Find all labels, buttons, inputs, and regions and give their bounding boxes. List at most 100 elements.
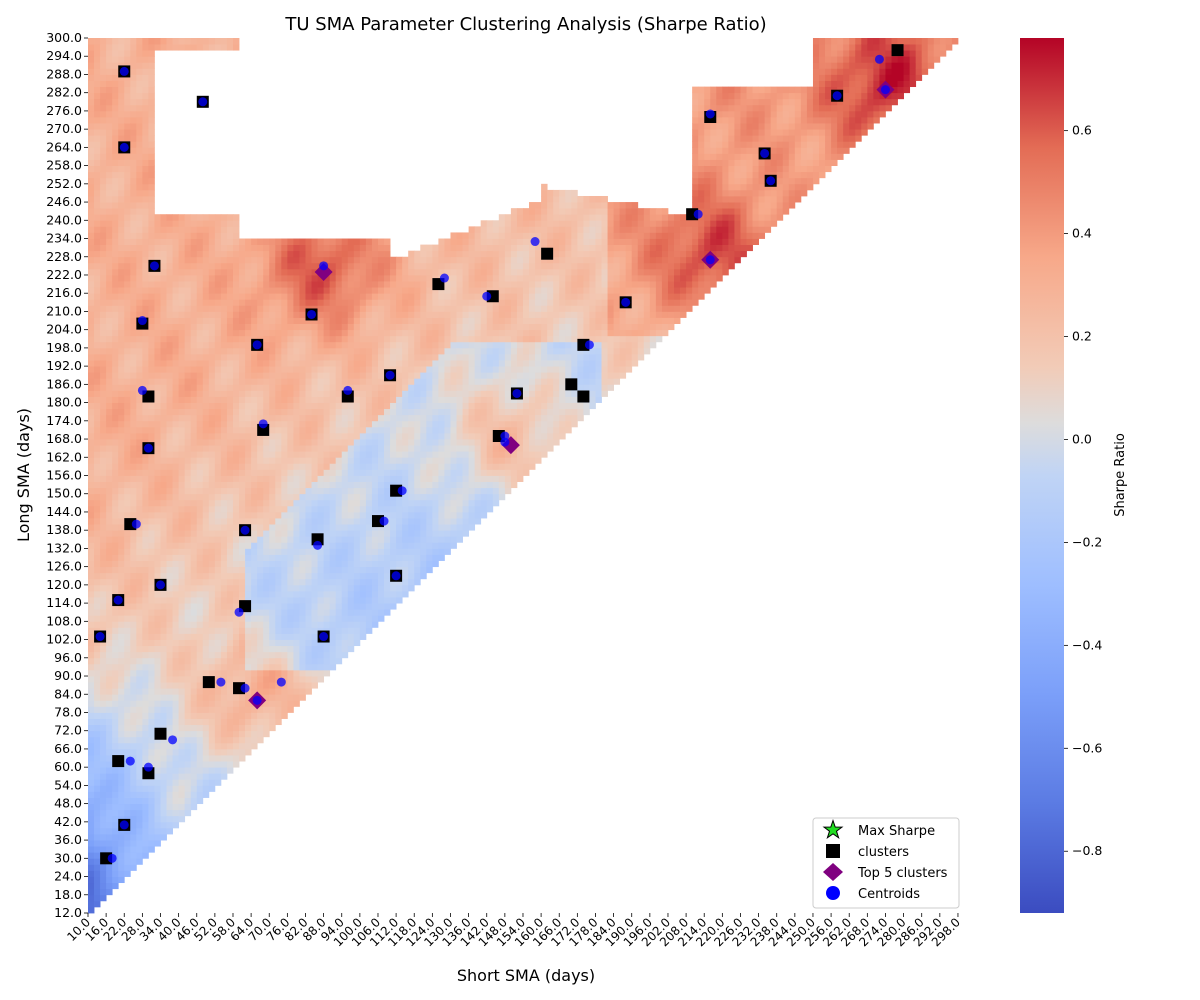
heatmap-cell [118,724,125,732]
heatmap-cell [347,566,355,574]
heatmap-cell [335,384,343,391]
heatmap-cell [100,493,107,501]
heatmap-cell [88,827,95,835]
heatmap-cell [214,694,222,701]
heatmap-cell [178,748,186,756]
heatmap-cell [94,420,101,428]
heatmap-cell [184,511,192,519]
heatmap-cell [263,469,270,476]
heatmap-cell [377,530,385,537]
heatmap-cell [299,578,306,586]
heatmap-cell [257,505,264,513]
heatmap-cell [202,603,210,610]
heatmap-cell [226,44,234,51]
heatmap-cell [220,220,228,227]
heatmap-cell [384,420,391,428]
heatmap-cell [365,597,373,604]
heatmap-cell [245,584,252,592]
heatmap-cell [202,542,210,549]
heatmap-cell [299,530,306,537]
heatmap-cell [281,335,288,343]
heatmap-cell [202,706,210,713]
heatmap-cell [257,250,264,258]
heatmap-cell [94,135,101,142]
heatmap-cell [190,511,198,519]
heatmap-cell [299,487,306,495]
heatmap-cell [329,402,337,410]
heatmap-cell [281,347,288,355]
heatmap-cell [359,493,367,501]
heatmap-cell [106,518,113,525]
heatmap-cell [365,299,373,306]
heatmap-cell [323,621,331,628]
heatmap-cell [257,408,264,416]
heatmap-cell [281,414,288,422]
heatmap-cell [251,329,258,337]
heatmap-cell [100,748,107,756]
heatmap-cell [154,669,161,677]
heatmap-cell [160,748,167,756]
heatmap-cell [190,463,198,470]
heatmap-cell [190,718,198,726]
heatmap-cell [257,657,264,665]
heatmap-cell [257,597,264,604]
heatmap-cell [130,815,137,823]
heatmap-cell [293,299,300,306]
heatmap-cell [148,590,155,598]
heatmap-cell [341,335,349,343]
heatmap-cell [371,542,379,549]
heatmap-cell [172,657,180,665]
heatmap-cell [136,566,143,574]
heatmap-cell [341,439,349,446]
heatmap-cell [124,590,131,598]
heatmap-cell [100,177,107,185]
heatmap-cell [190,682,198,689]
heatmap-cell [88,384,95,391]
heatmap-cell [220,572,228,580]
heatmap-cell [94,827,101,835]
heatmap-cell [359,505,367,513]
heatmap-cell [220,505,228,513]
heatmap-cell [245,700,252,707]
heatmap-cell [293,238,300,245]
heatmap-cell [245,542,252,549]
heatmap-cell [136,682,143,689]
heatmap-cell [220,736,228,744]
heatmap-cell [178,797,186,805]
heatmap-cell [263,305,270,312]
heatmap-cell [118,366,125,373]
heatmap-cell [130,475,137,482]
heatmap-cell [214,360,222,367]
heatmap-cell [106,572,113,580]
heatmap-cell [293,530,300,537]
heatmap-cell [100,402,107,410]
heatmap-cell [106,56,113,63]
heatmap-cell [311,463,318,470]
heatmap-cell [341,372,349,379]
heatmap-cell [160,669,167,677]
heatmap-cell [299,439,306,446]
heatmap-cell [184,651,192,659]
heatmap-cell [263,694,270,701]
heatmap-cell [184,262,192,270]
heatmap-cell [317,323,325,331]
heatmap-cell [251,682,258,689]
heatmap-cell [142,353,149,361]
heatmap-cell [329,590,337,598]
heatmap-cell [377,323,385,331]
heatmap-cell [220,627,228,634]
heatmap-cell [347,439,355,446]
heatmap-cell [178,803,186,811]
heatmap-cell [172,609,180,616]
heatmap-cell [226,663,234,671]
heatmap-cell [226,724,234,732]
heatmap-cell [239,718,246,726]
heatmap-cell [88,603,95,610]
heatmap-cell [136,195,143,203]
heatmap-cell [124,86,131,94]
heatmap-cell [365,341,373,349]
heatmap-cell [112,694,119,701]
heatmap-cell [305,499,312,507]
heatmap-cell [311,560,318,568]
heatmap-cell [166,621,173,628]
